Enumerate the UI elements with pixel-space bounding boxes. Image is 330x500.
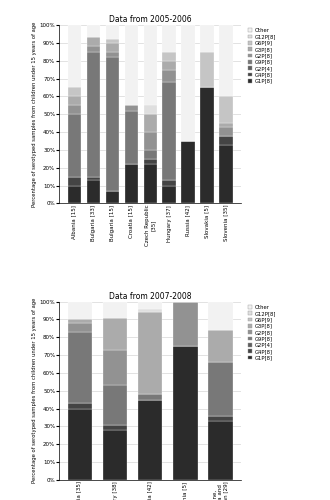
Bar: [208, 416, 233, 421]
Bar: [68, 302, 92, 320]
Bar: [68, 320, 92, 323]
Bar: [144, 132, 157, 150]
Bar: [106, 43, 119, 52]
Bar: [200, 25, 214, 52]
Bar: [68, 332, 92, 404]
Bar: [103, 430, 127, 480]
Bar: [68, 408, 92, 480]
Bar: [68, 25, 81, 88]
Legend: Other, G12P[8], G6P[9], G3P[8], G2P[8], G9P[8], G2P[4], G4P[8], G1P[8]: Other, G12P[8], G6P[9], G3P[8], G2P[8], …: [247, 304, 277, 361]
Bar: [86, 180, 100, 204]
Bar: [103, 318, 127, 350]
Bar: [162, 25, 176, 52]
Bar: [68, 176, 81, 186]
Bar: [138, 312, 162, 394]
Bar: [208, 330, 233, 362]
Bar: [208, 421, 233, 480]
Bar: [103, 424, 127, 430]
Bar: [86, 52, 100, 176]
Bar: [68, 88, 81, 96]
Bar: [219, 136, 233, 144]
Bar: [144, 25, 157, 105]
Bar: [103, 386, 127, 424]
Bar: [144, 106, 157, 114]
Bar: [106, 52, 119, 57]
Bar: [138, 302, 162, 308]
Bar: [182, 25, 195, 141]
Bar: [200, 88, 214, 204]
Bar: [162, 180, 176, 186]
Bar: [173, 302, 198, 346]
Bar: [219, 96, 233, 123]
Bar: [68, 186, 81, 204]
Bar: [162, 60, 176, 70]
Bar: [162, 186, 176, 204]
Bar: [68, 106, 81, 114]
Bar: [68, 404, 92, 408]
Bar: [106, 40, 119, 43]
Bar: [103, 302, 127, 318]
Bar: [106, 25, 119, 40]
Bar: [219, 123, 233, 126]
Bar: [138, 308, 162, 312]
Bar: [124, 25, 138, 105]
Bar: [103, 350, 127, 386]
Y-axis label: Percentage of serotyped samples from children under 15 years of age: Percentage of serotyped samples from chi…: [32, 298, 37, 484]
Bar: [86, 25, 100, 38]
Bar: [144, 159, 157, 164]
Bar: [173, 346, 198, 480]
Title: Data from 2007-2008: Data from 2007-2008: [109, 292, 191, 301]
Bar: [124, 106, 138, 110]
Bar: [106, 57, 119, 191]
Bar: [208, 362, 233, 416]
Bar: [144, 114, 157, 132]
Bar: [219, 126, 233, 136]
Y-axis label: Percentage of serotyped samples from children under 15 years of age: Percentage of serotyped samples from chi…: [32, 22, 37, 207]
Bar: [219, 25, 233, 97]
Bar: [124, 110, 138, 164]
Bar: [106, 191, 119, 203]
Bar: [219, 144, 233, 204]
Bar: [138, 400, 162, 480]
Bar: [86, 176, 100, 180]
Bar: [208, 302, 233, 330]
Bar: [144, 164, 157, 203]
Bar: [68, 323, 92, 332]
Bar: [68, 114, 81, 176]
Bar: [138, 394, 162, 400]
Bar: [124, 164, 138, 203]
Bar: [200, 52, 214, 88]
Bar: [162, 70, 176, 82]
Title: Data from 2005-2006: Data from 2005-2006: [109, 15, 191, 24]
Bar: [86, 38, 100, 46]
Bar: [162, 82, 176, 180]
Bar: [68, 96, 81, 106]
Legend: Other, G12P[8], G6P[9], G3P[8], G2P[8], G9P[8], G2P[4], G4P[8], G1P[8]: Other, G12P[8], G6P[9], G3P[8], G2P[8], …: [247, 28, 277, 84]
Bar: [162, 52, 176, 60]
Bar: [182, 141, 195, 204]
Bar: [144, 150, 157, 159]
Bar: [86, 46, 100, 52]
